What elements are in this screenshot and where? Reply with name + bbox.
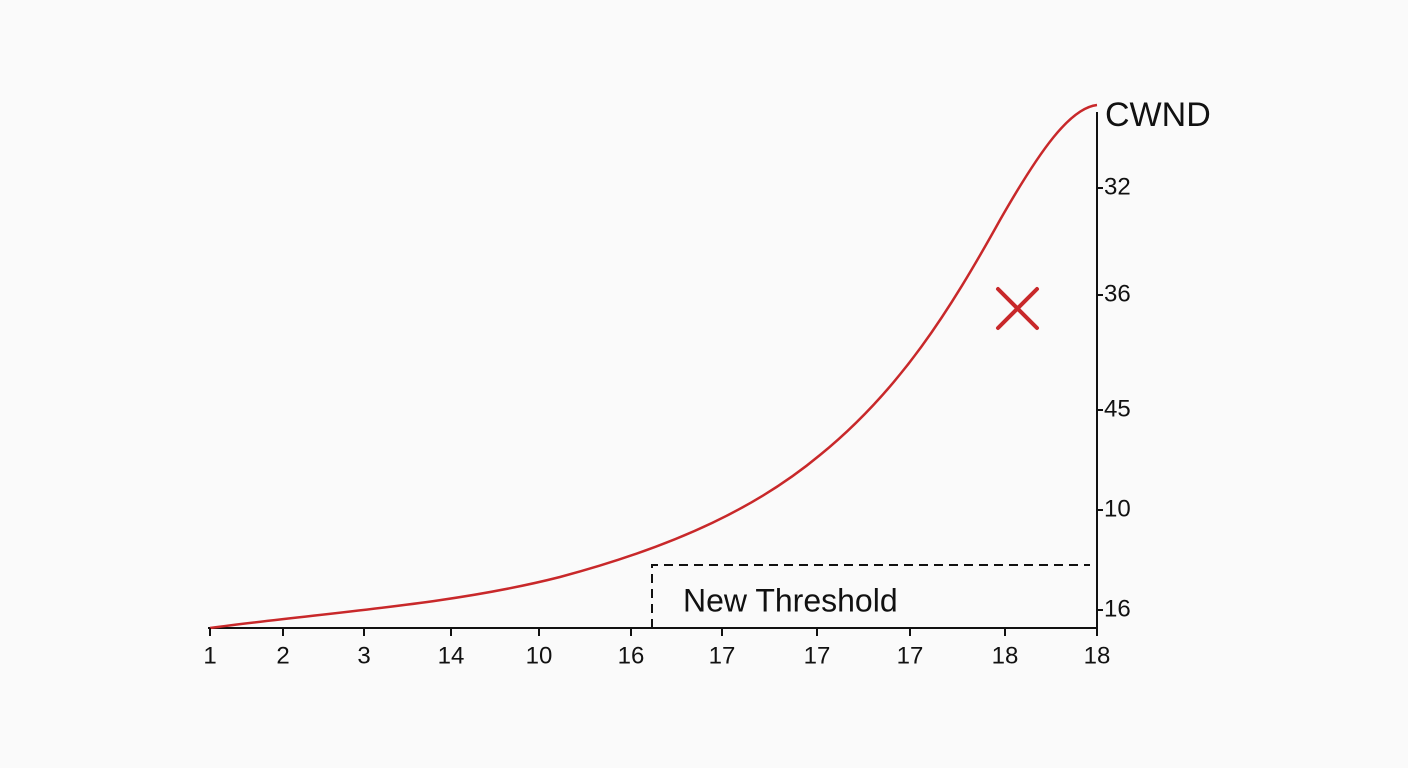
x-tick-label: 17 — [709, 642, 736, 669]
x-tick-label: 2 — [276, 642, 289, 669]
x-tick-label: 17 — [804, 642, 831, 669]
loss-marker — [996, 287, 1039, 330]
y-tick-label: 36 — [1104, 280, 1131, 307]
x-tick-label: 16 — [618, 642, 645, 669]
x-tick-label: 17 — [897, 642, 924, 669]
y-tick-label: 16 — [1104, 595, 1131, 622]
y-axis-title: CWND — [1105, 96, 1211, 134]
y-tick-label: 32 — [1104, 173, 1131, 200]
x-tick-label: 14 — [438, 642, 465, 669]
y-tick-label: 10 — [1104, 495, 1131, 522]
x-tick-label: 18 — [1084, 642, 1111, 669]
x-tick-label: 3 — [357, 642, 370, 669]
y-tick-label: 45 — [1104, 395, 1131, 422]
threshold-line — [651, 564, 1090, 628]
cwnd-curve — [209, 103, 1098, 630]
x-tick-label: 1 — [203, 642, 216, 669]
loss-marker-stroke — [996, 287, 1039, 330]
x-tick-label: 10 — [526, 642, 553, 669]
x-tick-label: 18 — [992, 642, 1019, 669]
annotation: New Threshold — [683, 582, 898, 618]
